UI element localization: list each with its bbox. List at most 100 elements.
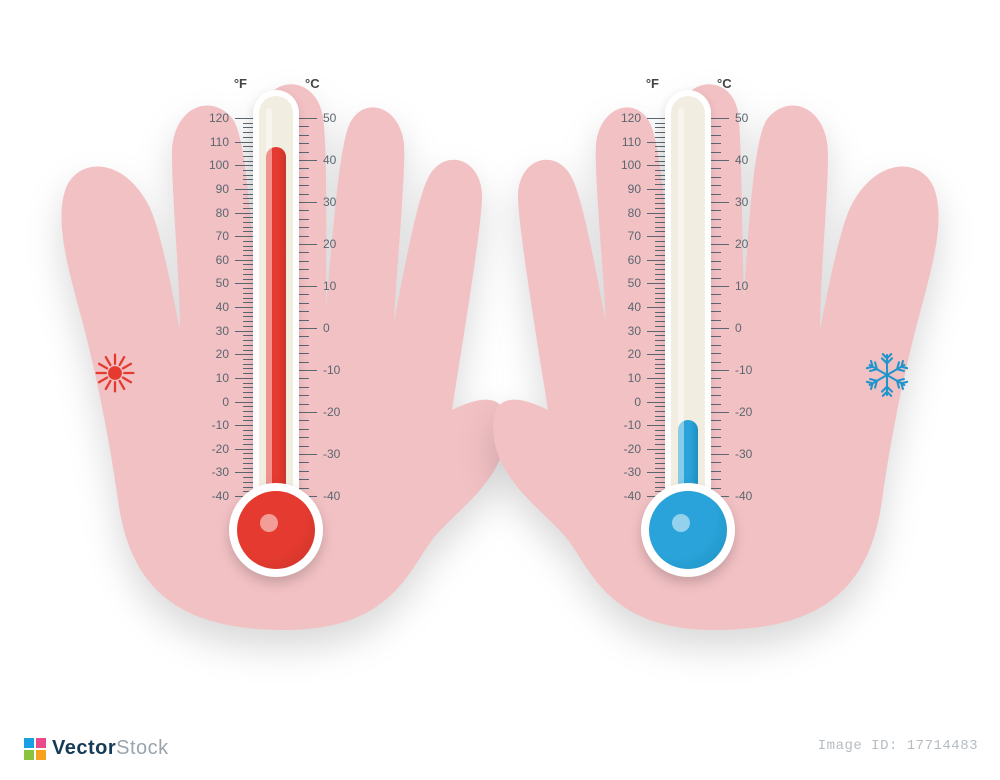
tick-minor	[243, 364, 253, 365]
watermark-brand-bold: Vector	[52, 737, 116, 759]
tick-minor	[243, 255, 253, 256]
tick-label: 80	[216, 207, 229, 219]
tick-minor	[299, 362, 309, 363]
tick-minor	[299, 462, 309, 463]
tick-major	[235, 236, 253, 237]
tick-minor	[243, 321, 253, 322]
tick-minor	[655, 137, 665, 138]
tick-minor	[711, 437, 721, 438]
tick-label: 30	[628, 325, 641, 337]
tick-minor	[655, 406, 665, 407]
tick-minor	[655, 217, 665, 218]
tick-minor	[655, 387, 665, 388]
tick-minor	[243, 345, 253, 346]
tick-minor	[711, 294, 721, 295]
tick-minor	[711, 303, 721, 304]
tick-minor	[243, 170, 253, 171]
tick-label: 30	[735, 196, 748, 208]
tick-minor	[711, 177, 721, 178]
watermark-squares	[24, 738, 46, 760]
tick-major	[647, 236, 665, 237]
tick-major	[235, 142, 253, 143]
tick-minor	[299, 311, 309, 312]
tick-label: 30	[216, 325, 229, 337]
tick-minor	[711, 194, 721, 195]
tick-minor	[711, 227, 721, 228]
tick-minor	[711, 252, 721, 253]
tick-minor	[243, 127, 253, 128]
tick-minor	[655, 430, 665, 431]
tick-minor	[655, 198, 665, 199]
tick-minor	[655, 161, 665, 162]
tick-label: 120	[621, 112, 641, 124]
tick-major	[299, 412, 317, 413]
tick-major	[235, 213, 253, 214]
tick-label: 20	[628, 348, 641, 360]
tick-minor	[299, 471, 309, 472]
tick-minor	[655, 312, 665, 313]
tick-major	[235, 165, 253, 166]
tick-major	[647, 283, 665, 284]
tick-label: 50	[735, 112, 748, 124]
tick-minor	[655, 439, 665, 440]
infographic-stage: °F1201101009080706050403020100-10-20-30-…	[0, 0, 1000, 780]
tick-major	[235, 283, 253, 284]
tick-minor	[299, 429, 309, 430]
tick-minor	[243, 416, 253, 417]
tick-label: 40	[216, 301, 229, 313]
tick-minor	[299, 177, 309, 178]
tick-major	[647, 472, 665, 473]
watermark-brand: VectorStock	[52, 737, 169, 760]
tick-major	[647, 378, 665, 379]
tick-minor	[655, 203, 665, 204]
tick-minor	[711, 387, 721, 388]
tick-minor	[299, 488, 309, 489]
tick-minor	[711, 210, 721, 211]
tick-major	[299, 328, 317, 329]
tick-major	[235, 307, 253, 308]
tick-minor	[243, 453, 253, 454]
tick-minor	[243, 123, 253, 124]
tick-label: 10	[216, 372, 229, 384]
tick-minor	[655, 383, 665, 384]
tick-minor	[299, 252, 309, 253]
tick-minor	[711, 126, 721, 127]
tick-minor	[243, 387, 253, 388]
tick-minor	[655, 132, 665, 133]
tick-label: 0	[634, 396, 641, 408]
tick-minor	[655, 411, 665, 412]
tick-minor	[243, 217, 253, 218]
tick-minor	[655, 231, 665, 232]
tick-minor	[243, 208, 253, 209]
tick-minor	[243, 194, 253, 195]
tick-minor	[243, 439, 253, 440]
tick-label: -10	[212, 419, 229, 431]
tick-minor	[243, 430, 253, 431]
tick-minor	[299, 126, 309, 127]
tick-minor	[243, 312, 253, 313]
tick-major	[711, 160, 729, 161]
tick-minor	[299, 437, 309, 438]
tick-minor	[299, 404, 309, 405]
tick-minor	[299, 185, 309, 186]
tick-minor	[243, 269, 253, 270]
tick-minor	[243, 368, 253, 369]
tick-minor	[243, 264, 253, 265]
tick-minor	[243, 227, 253, 228]
tick-major	[647, 142, 665, 143]
tick-minor	[711, 152, 721, 153]
tick-label: -10	[735, 364, 752, 376]
tick-label: 40	[628, 301, 641, 313]
tick-label: 50	[323, 112, 336, 124]
tick-minor	[299, 194, 309, 195]
tick-minor	[711, 420, 721, 421]
tick-label: 80	[628, 207, 641, 219]
tick-minor	[299, 278, 309, 279]
tick-minor	[711, 261, 721, 262]
tick-minor	[655, 279, 665, 280]
tick-minor	[299, 446, 309, 447]
tick-minor	[243, 302, 253, 303]
tick-minor	[655, 246, 665, 247]
tick-minor	[655, 222, 665, 223]
tick-minor	[655, 241, 665, 242]
